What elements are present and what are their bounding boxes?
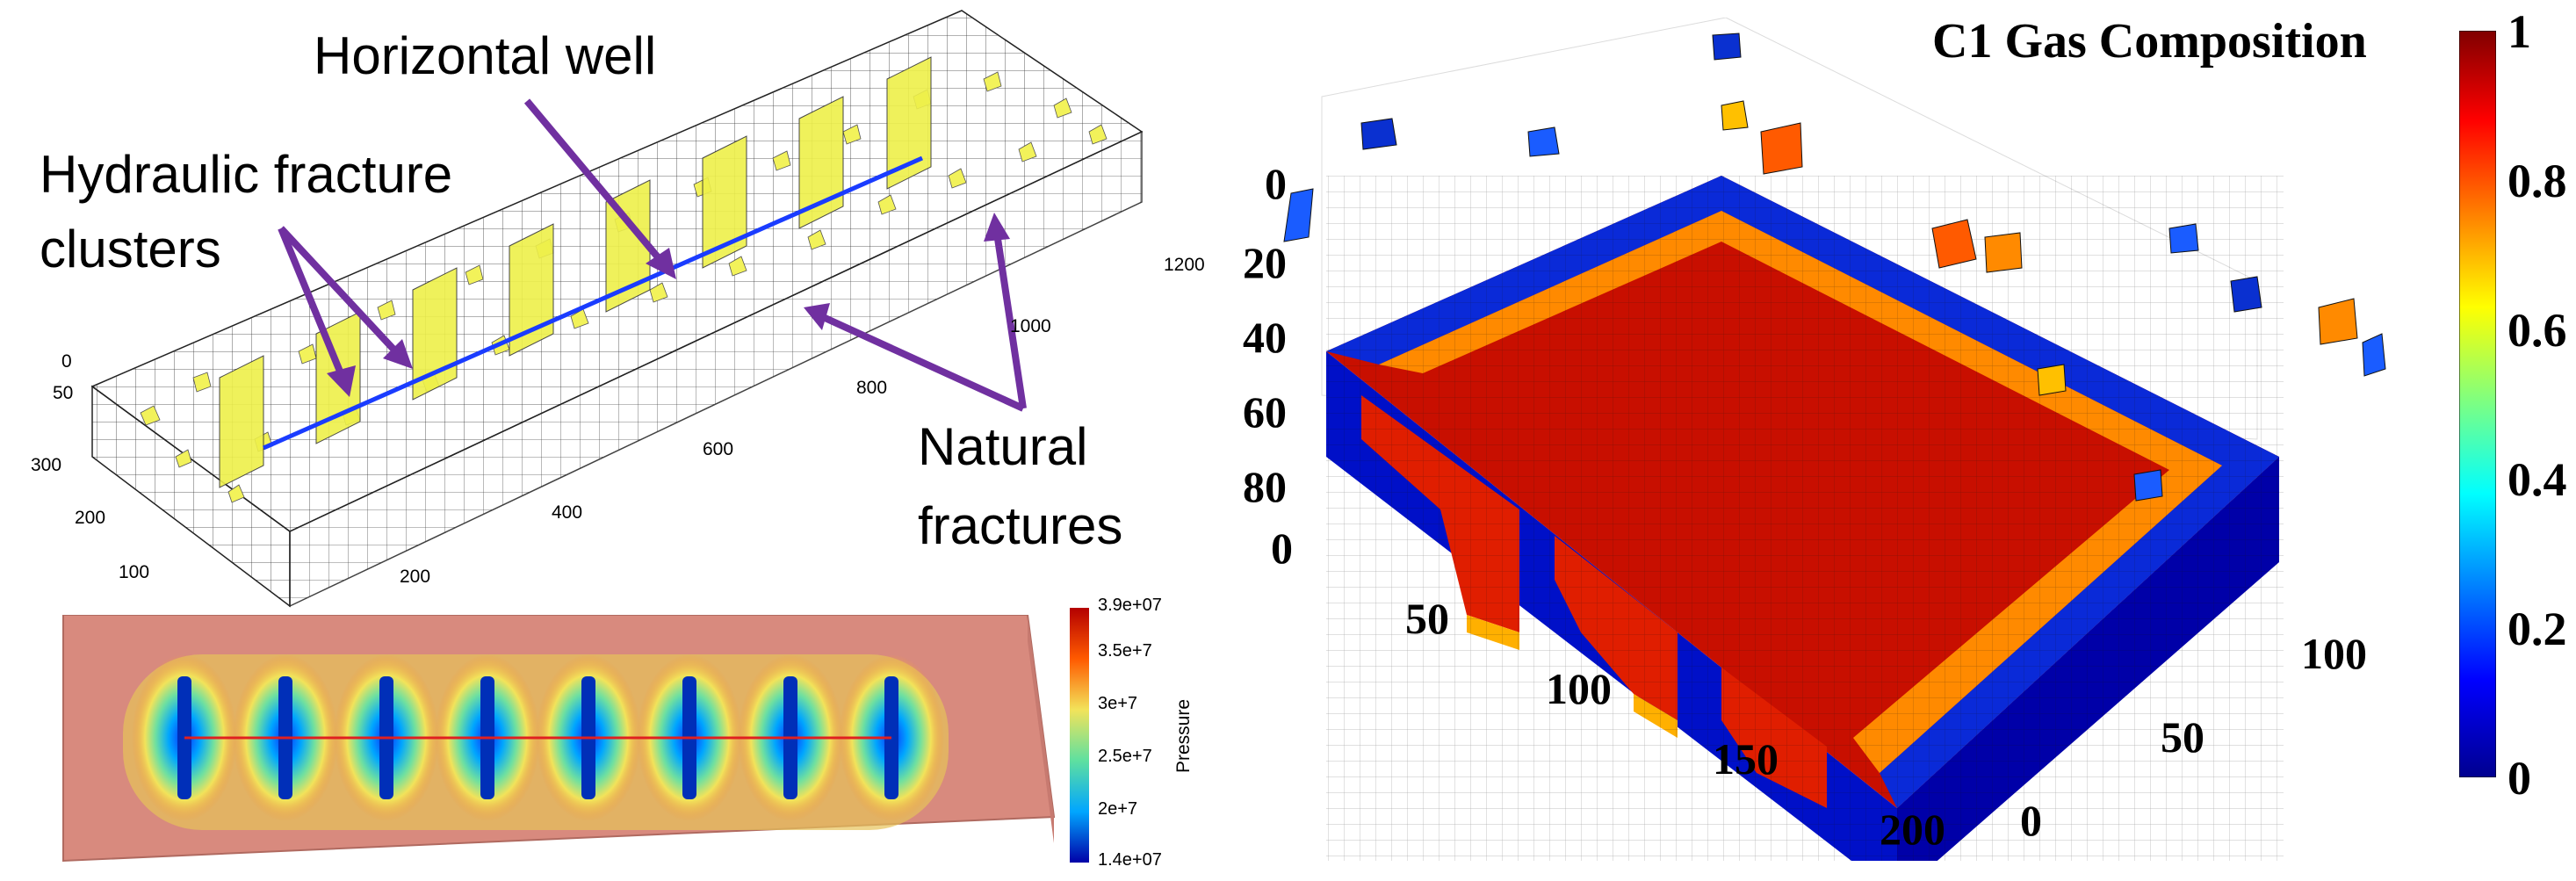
gas-colorbar-tick: 0.4 <box>2507 453 2567 506</box>
hydraulic-fracture-label-line2: clusters <box>40 220 221 278</box>
mesh-x-tick: 800 <box>856 378 888 398</box>
gas-x-tick: 0 <box>1271 524 1293 573</box>
gas-colorbar-tick: 0.2 <box>2507 603 2567 655</box>
annotation-arrows <box>278 98 1027 412</box>
gas-z-tick: 40 <box>1243 313 1287 362</box>
gas-y-tick: 0 <box>2020 796 2042 845</box>
mesh-x-tick: 200 <box>400 567 431 587</box>
hydraulic-fracture-label-line1: Hydraulic fracture <box>40 145 453 204</box>
gas-colorbar <box>2459 31 2496 777</box>
mesh-y-tick: 300 <box>31 455 62 475</box>
mesh-y-tick: 100 <box>119 562 150 582</box>
gas-z-tick: 0 <box>1265 159 1287 208</box>
gas-colorbar-tick: 1 <box>2507 5 2531 58</box>
pressure-tick: 3.5e+7 <box>1098 641 1152 661</box>
natural-fractures-label-line1: Natural <box>918 417 1088 476</box>
mesh-x-tick: 600 <box>703 439 734 459</box>
horizontal-well-label: Horizontal well <box>314 26 657 85</box>
gas-x-tick: 100 <box>1546 664 1612 713</box>
pressure-field-plot <box>62 615 1056 863</box>
mesh-side-face <box>289 130 1143 608</box>
mesh-z-tick: 50 <box>53 383 74 403</box>
gas-x-tick: 200 <box>1880 805 1945 854</box>
pressure-tick: 2e+7 <box>1098 799 1138 819</box>
gas-colorbar-tick: 0.6 <box>2507 304 2567 357</box>
mesh-y-tick: 200 <box>75 508 106 528</box>
gas-colorbar-tick: 0.8 <box>2507 155 2567 207</box>
pressure-tick: 3.9e+07 <box>1098 596 1162 615</box>
gas-cell-grid-overlay <box>1326 176 2284 861</box>
mesh-x-tick: 1000 <box>1010 316 1051 336</box>
pressure-tick: 3e+7 <box>1098 694 1138 713</box>
gas-y-tick: 50 <box>2161 712 2204 762</box>
pressure-colorbar <box>1070 608 1089 863</box>
pressure-tick: 1.4e+07 <box>1098 850 1162 870</box>
pressure-box-side <box>1028 615 1054 843</box>
gas-z-tick: 60 <box>1243 387 1287 437</box>
gas-x-tick: 150 <box>1713 734 1779 784</box>
gas-z-tick: 80 <box>1243 462 1287 511</box>
gas-z-tick: 20 <box>1243 238 1287 287</box>
fracture-mesh-plot <box>90 10 1144 608</box>
horizontal-well-line <box>262 155 924 451</box>
gas-y-tick: 100 <box>2301 629 2367 678</box>
gas-composition-plot <box>1283 18 2386 861</box>
pressure-colorbar-title: Pressure <box>1173 698 1194 773</box>
mesh-x-tick: 400 <box>552 502 583 523</box>
mesh-x-tick: 1200 <box>1164 255 1205 275</box>
gas-x-tick: 50 <box>1405 594 1449 643</box>
natural-fractures-label-line2: fractures <box>918 496 1123 555</box>
gas-title: C1 Gas Composition <box>1932 14 2367 69</box>
gas-fracture-plates <box>1283 32 2386 502</box>
gas-colorbar-tick: 0 <box>2507 752 2531 805</box>
mesh-z-tick: 0 <box>61 351 72 372</box>
pressure-tick: 2.5e+7 <box>1098 747 1152 766</box>
